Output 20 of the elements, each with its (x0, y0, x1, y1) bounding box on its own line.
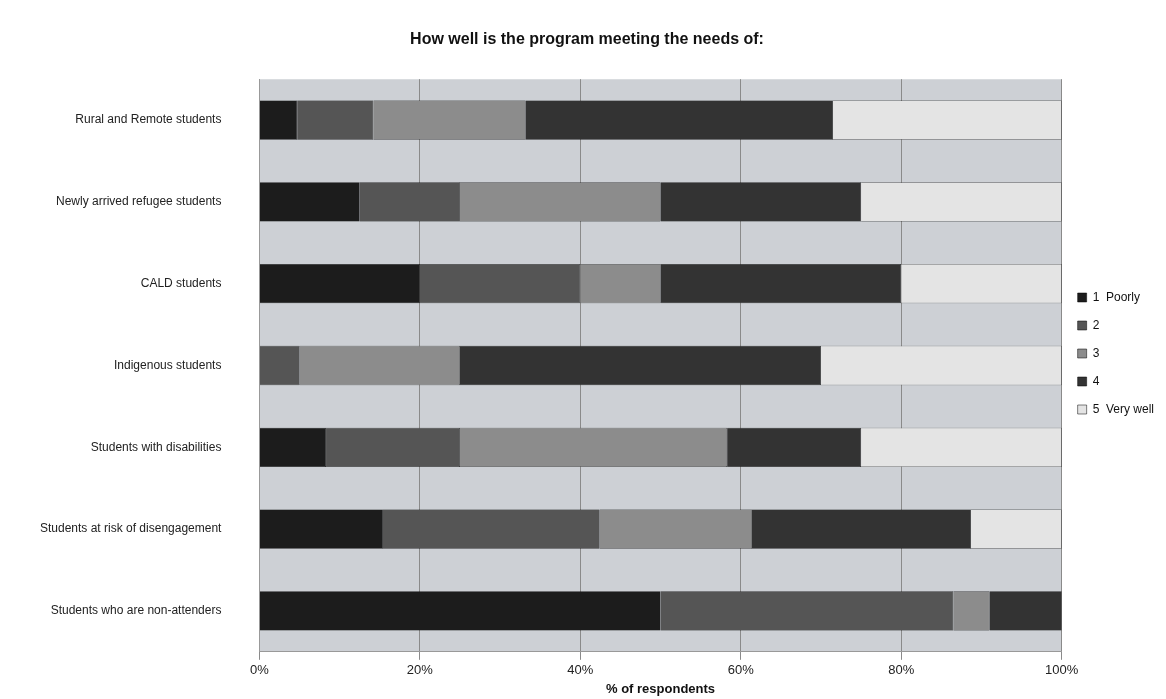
legend-label: 1 Poorly (1092, 289, 1140, 304)
x-tick-label: 0% (250, 662, 270, 678)
y-tick-label: Newly arrived refugee students (56, 194, 222, 209)
x-tick-label: 20% (406, 662, 434, 678)
legend-label: 4 (1092, 373, 1100, 388)
legend-label: 5 Very well (1092, 401, 1154, 416)
chart-title: How well is the program meeting the needs of: (410, 30, 764, 48)
y-tick-label: Students at risk of disengagement (39, 521, 223, 536)
y-tick-label: Indigenous students (114, 357, 222, 372)
legend-label: 3 (1092, 345, 1100, 360)
y-tick-label: Rural and Remote students (75, 112, 222, 127)
legend-label: 2 (1092, 317, 1100, 332)
y-tick-label: Students who are non-attenders (50, 603, 222, 618)
y-tick-label: Students with disabilities (90, 439, 222, 454)
x-tick-label: 40% (567, 662, 594, 678)
x-axis-title: % of respondents (606, 680, 716, 696)
x-tick-label: 60% (727, 662, 755, 678)
y-tick-label: CALD students (140, 276, 222, 291)
x-tick-label: 80% (888, 662, 915, 678)
x-tick-label: 100% (1045, 662, 1079, 678)
